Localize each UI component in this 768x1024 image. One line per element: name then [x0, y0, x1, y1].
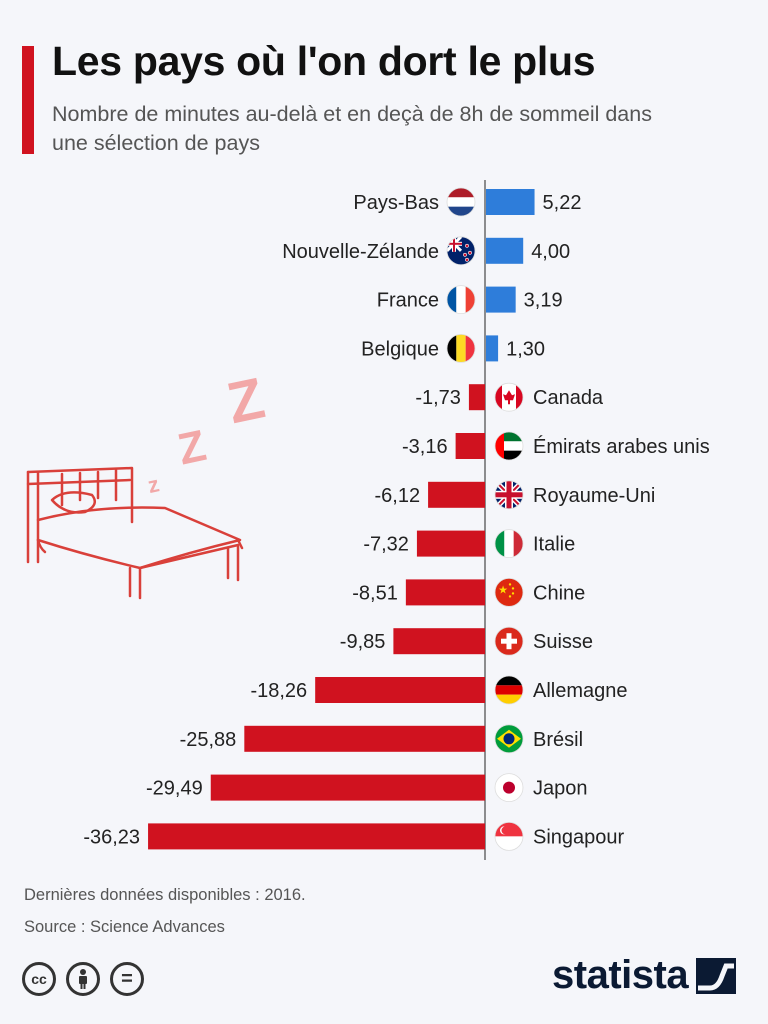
flag-france-icon — [446, 285, 476, 315]
category-label: Brésil — [533, 729, 583, 751]
category-label: Suisse — [533, 631, 593, 653]
category-label: Belgique — [361, 338, 439, 360]
footer-note: Dernières données disponibles : 2016. — [24, 886, 306, 904]
bar — [486, 237, 524, 264]
statista-logo[interactable]: statista — [552, 953, 737, 998]
bed-icon — [26, 466, 244, 600]
bar — [393, 628, 485, 655]
flag-new-zealand-icon — [446, 236, 476, 266]
category-label: Canada — [533, 387, 604, 409]
flag-italy-icon — [494, 529, 524, 558]
zzz-letter: z — [145, 471, 161, 498]
data-label: -36,23 — [83, 826, 140, 848]
flag-canada-icon — [494, 382, 524, 412]
license-icons: cc = — [22, 962, 144, 996]
bar — [455, 433, 485, 459]
flag-netherlands-icon — [446, 187, 476, 217]
data-label: 3,19 — [524, 290, 563, 312]
category-label: Nouvelle-Zélande — [282, 241, 439, 263]
zzz-icon: ZZz — [145, 365, 270, 498]
category-label: Italie — [533, 534, 575, 556]
chart-title: Les pays où l'on dort le plus — [52, 38, 596, 84]
bar-chart: ZZz 5,22 Pays-Bas 4,00 Nouvelle-Zélande 3,19 F… — [26, 180, 710, 860]
brand-name: statista — [552, 953, 689, 997]
data-label: -1,73 — [415, 387, 461, 409]
bar — [210, 774, 486, 801]
data-label: -25,88 — [180, 729, 237, 751]
data-label: -9,85 — [340, 631, 386, 653]
category-label: Singapour — [533, 826, 625, 848]
data-label: 1,30 — [506, 338, 545, 360]
title-accent-bar — [22, 46, 34, 154]
category-label: Pays-Bas — [353, 192, 439, 214]
flag-brazil-icon — [494, 724, 524, 754]
data-label: 5,22 — [543, 192, 582, 214]
bar — [148, 823, 485, 850]
category-label: France — [377, 290, 439, 312]
category-label: Royaume-Uni — [533, 485, 655, 507]
category-label: Allemagne — [533, 680, 628, 702]
bar — [428, 481, 485, 508]
cc-icon[interactable]: cc — [22, 962, 56, 996]
data-label: -3,16 — [402, 436, 448, 458]
flag-japan-icon — [494, 773, 524, 802]
bar — [468, 384, 485, 411]
bar — [244, 725, 485, 752]
data-label: -8,51 — [352, 582, 398, 604]
nd-icon[interactable]: = — [110, 962, 144, 996]
chart-subtitle: Nombre de minutes au-delà et en deçà de … — [52, 102, 652, 155]
statista-mark-icon — [696, 957, 737, 994]
data-label: -29,49 — [146, 778, 203, 800]
category-label: Émirats arabes unis — [533, 435, 710, 458]
flag-uae-icon — [494, 431, 524, 461]
bar — [486, 335, 499, 362]
category-label: Japon — [533, 778, 588, 800]
flag-uk-icon — [494, 480, 524, 510]
flag-singapore-icon — [494, 822, 524, 851]
data-label: 4,00 — [531, 241, 570, 263]
bar — [315, 677, 485, 703]
flag-switzerland-icon — [494, 626, 524, 656]
by-icon[interactable] — [66, 962, 100, 996]
flag-belgium-icon — [446, 333, 476, 363]
zzz-letter: Z — [174, 421, 210, 475]
bar — [486, 286, 516, 313]
bar — [486, 189, 535, 215]
bar — [405, 579, 485, 606]
svg-text:★: ★ — [498, 583, 508, 596]
zzz-letter: Z — [222, 365, 270, 436]
data-label: -6,12 — [374, 485, 420, 507]
footer-source: Source : Science Advances — [24, 918, 225, 936]
data-label: -7,32 — [363, 534, 409, 556]
flag-germany-icon — [494, 675, 524, 705]
flag-china-icon: ★ — [494, 578, 524, 607]
bar — [416, 530, 485, 557]
data-label: -18,26 — [250, 680, 307, 702]
category-label: Chine — [533, 582, 585, 604]
